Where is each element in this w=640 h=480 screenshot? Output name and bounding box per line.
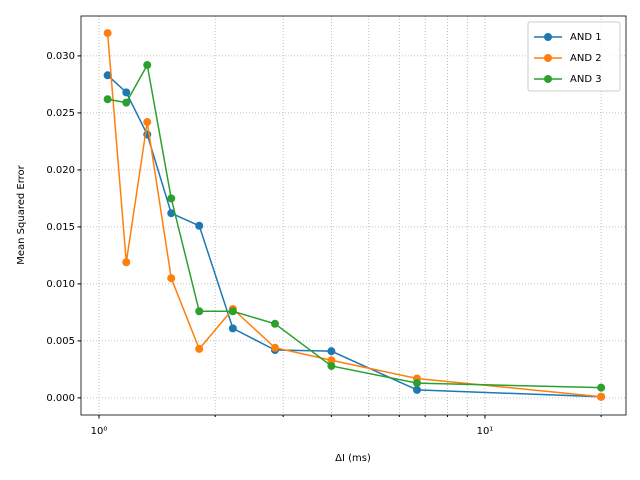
data-point bbox=[143, 61, 152, 70]
data-point bbox=[327, 356, 336, 365]
x-tick-label: 10⁰ bbox=[91, 426, 108, 437]
data-point bbox=[195, 221, 204, 230]
y-tick-label: 0.020 bbox=[46, 165, 75, 176]
data-point bbox=[122, 258, 131, 267]
data-point bbox=[228, 324, 237, 333]
data-point bbox=[228, 307, 237, 316]
data-point bbox=[597, 383, 606, 392]
data-point bbox=[143, 118, 152, 127]
x-axis-label: ΔI (ms) bbox=[335, 453, 371, 464]
y-axis-label: Mean Squared Error bbox=[16, 164, 27, 264]
y-tick-label: 0.010 bbox=[46, 279, 75, 290]
legend-marker bbox=[544, 75, 552, 83]
data-point bbox=[412, 385, 421, 394]
data-point bbox=[327, 347, 336, 356]
data-point bbox=[167, 194, 176, 203]
plot-frame bbox=[80, 15, 627, 416]
legend-label: AND 2 bbox=[570, 53, 602, 64]
y-tick-label: 0.015 bbox=[46, 222, 75, 233]
series-line bbox=[107, 74, 602, 398]
y-tick-label: 0.030 bbox=[46, 51, 75, 62]
series-line bbox=[106, 33, 602, 398]
y-tick-label: 0.025 bbox=[46, 108, 75, 119]
data-point bbox=[122, 88, 131, 97]
data-point bbox=[597, 392, 606, 401]
data-point bbox=[412, 379, 421, 388]
legend-marker bbox=[544, 54, 552, 62]
data-point bbox=[270, 319, 279, 328]
data-point bbox=[167, 209, 176, 218]
data-point bbox=[195, 344, 204, 353]
legend-label: AND 3 bbox=[570, 74, 602, 85]
x-tick-label: 10¹ bbox=[477, 426, 494, 437]
data-point bbox=[195, 307, 204, 316]
data-point bbox=[103, 95, 112, 104]
legend-marker bbox=[544, 33, 552, 41]
y-tick-label: 0.005 bbox=[46, 336, 75, 347]
legend-label: AND 1 bbox=[570, 32, 602, 43]
y-tick-label: 0.000 bbox=[46, 393, 75, 404]
data-point bbox=[103, 29, 112, 38]
data-point bbox=[167, 274, 176, 283]
data-point bbox=[122, 98, 131, 107]
data-point bbox=[327, 361, 336, 370]
data-point bbox=[103, 71, 112, 80]
data-point bbox=[270, 343, 279, 352]
series-line bbox=[107, 62, 602, 389]
